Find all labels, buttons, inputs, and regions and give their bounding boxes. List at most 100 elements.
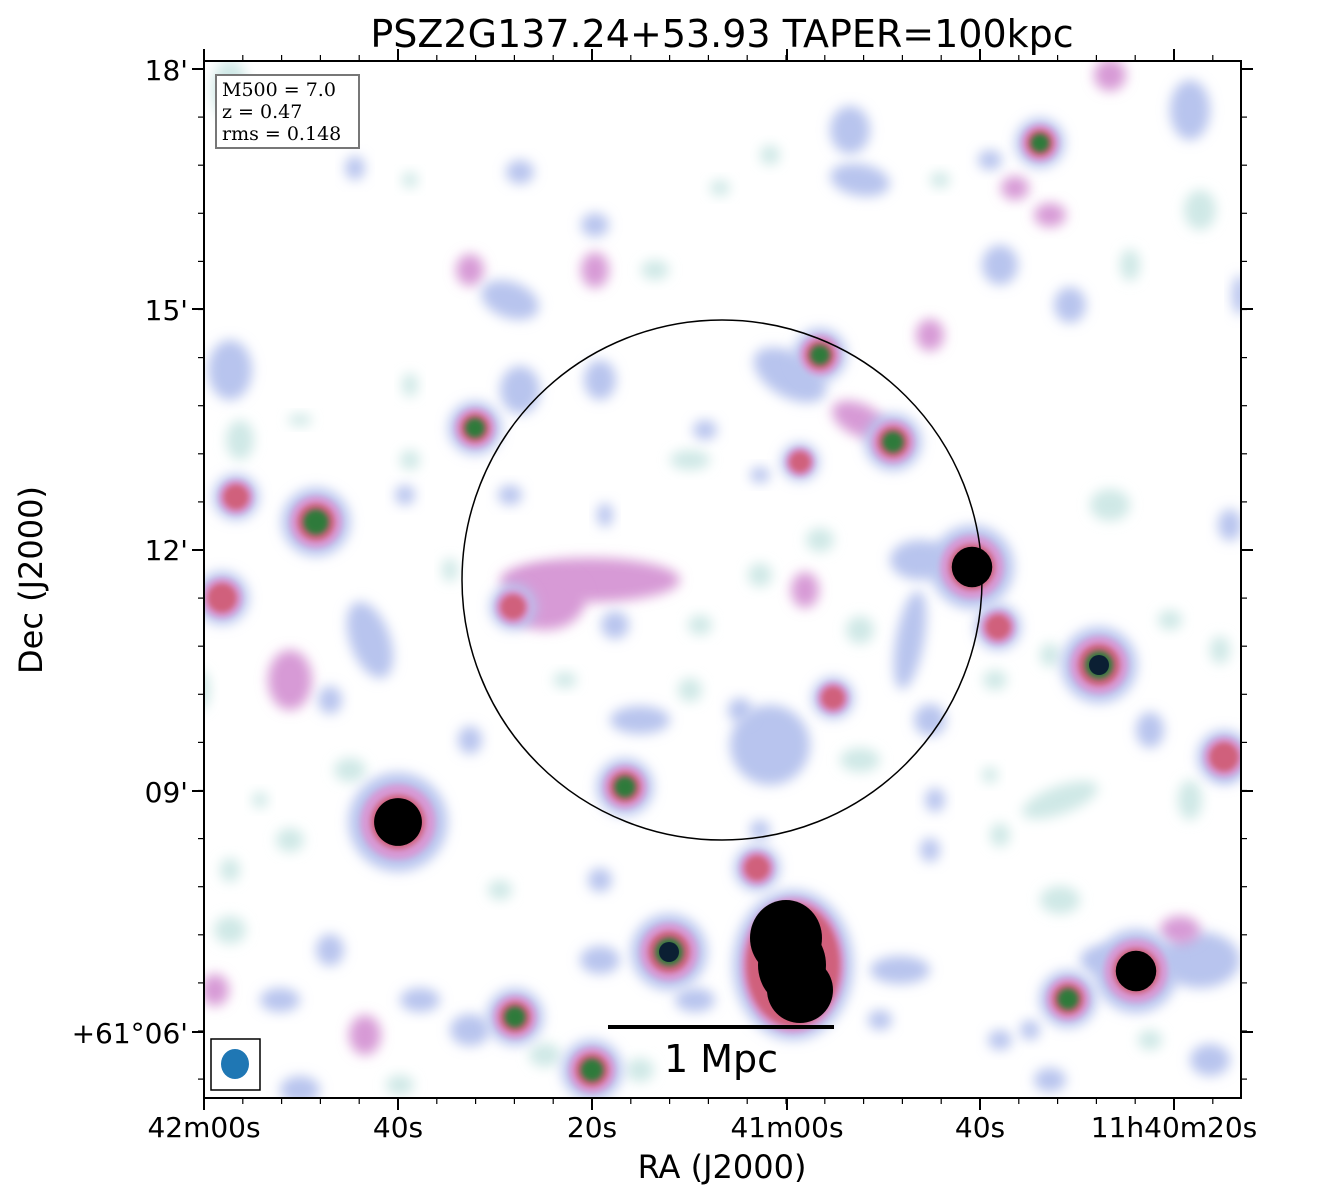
plot-title: PSZ2G137.24+53.93 TAPER=100kpc (370, 12, 1073, 56)
emission-blob (882, 431, 904, 453)
emission-blob (789, 451, 811, 473)
emission-blob (303, 509, 329, 535)
emission-blob (830, 106, 870, 154)
emission-map (204, 61, 1241, 1098)
emission-blob (678, 678, 702, 702)
emission-blob (1210, 636, 1230, 664)
emission-blob (758, 925, 826, 1005)
emission-blob (1094, 61, 1126, 91)
emission-blob (988, 1030, 1012, 1050)
emission-blob (1184, 190, 1216, 230)
emission-blob (846, 616, 874, 644)
emission-blob (481, 280, 539, 320)
emission-blob (458, 726, 482, 754)
emission-blob (529, 1043, 561, 1067)
emission-blob (710, 180, 730, 196)
x-tick-labels: 42m00s 40s 20s 41m00s 40s 11h40m20s (147, 1111, 1257, 1144)
emission-blob (614, 776, 636, 798)
emission-blob (744, 855, 770, 881)
emission-blob (584, 360, 616, 400)
emission-blob (821, 686, 845, 710)
emission-blob (288, 414, 312, 426)
emission-blob (208, 340, 252, 400)
emission-blob (626, 1058, 654, 1082)
emission-blob (504, 1006, 526, 1028)
y-tick-labels: 18' 15' 12' 09' +61°06' (72, 54, 188, 1050)
emission-blob (1001, 176, 1029, 200)
x-tick-label: 41m00s (730, 1111, 843, 1144)
emission-blob (334, 758, 366, 782)
emission-blob (840, 748, 880, 772)
emission-blob (1190, 1044, 1230, 1076)
emission-blob (914, 704, 946, 736)
scale-bar-label: 1 Mpc (664, 1037, 778, 1081)
emission-blob (688, 615, 712, 635)
emission-blob (990, 823, 1010, 847)
emission-blob (450, 1014, 490, 1046)
emission-blob (1209, 742, 1239, 772)
y-tick-label: 15' (145, 294, 188, 327)
emission-blob (810, 345, 830, 365)
info-mass: M500 = 7.0 (222, 79, 336, 101)
emission-blob (916, 319, 944, 351)
emission-blob (402, 373, 418, 397)
emission-blob (214, 916, 246, 944)
emission-blob (1160, 932, 1240, 988)
emission-blob (978, 150, 1002, 170)
x-axis-label: RA (J2000) (638, 1148, 807, 1186)
emission-blob (488, 880, 512, 900)
emission-blob (260, 988, 300, 1012)
emission-blob (1160, 916, 1200, 944)
image-area (204, 61, 1241, 1098)
x-tick-label: 40s (373, 1111, 423, 1144)
y-axis-label: Dec (J2000) (12, 486, 50, 674)
emission-blob (226, 420, 254, 460)
info-box: M500 = 7.0 z = 0.47 rms = 0.148 (215, 74, 360, 149)
emission-blob (750, 467, 770, 483)
emission-blob (982, 767, 998, 783)
emission-blob (402, 172, 418, 188)
emission-blob (395, 485, 415, 505)
emission-blob (597, 503, 613, 527)
emission-blob (553, 672, 577, 688)
emission-blob (893, 590, 927, 690)
emission-blob (693, 420, 717, 440)
emission-blob (500, 366, 540, 414)
emission-blob (252, 792, 268, 808)
emission-blob (1022, 781, 1098, 819)
emission-blob (806, 528, 834, 552)
emission-blob (1232, 275, 1241, 315)
emission-blob (280, 1076, 320, 1098)
emission-blob (498, 485, 522, 505)
emission-blob (1138, 1030, 1162, 1050)
y-tick-label: 18' (145, 54, 188, 87)
emission-blob (1040, 643, 1060, 667)
emission-blob (1115, 950, 1157, 992)
emission-blob (791, 572, 819, 608)
emission-blob (204, 974, 229, 1006)
emission-blob (581, 252, 609, 288)
emission-blob (220, 858, 240, 882)
emission-blob (349, 1015, 381, 1055)
emission-blob (1218, 509, 1241, 541)
emission-blob (1170, 80, 1210, 140)
emission-blob (268, 650, 312, 710)
plot-frame (203, 60, 1242, 1099)
emission-blob (400, 450, 420, 470)
beam-ellipse (221, 1049, 249, 1079)
emission-blob (442, 558, 458, 582)
emission-blob (1020, 1020, 1040, 1040)
emission-blob (728, 698, 752, 722)
emission-blob (982, 245, 1018, 285)
emission-blob (1089, 655, 1109, 675)
emission-blob (1057, 988, 1079, 1010)
emission-blob (675, 988, 715, 1012)
emission-blob (204, 671, 210, 709)
emission-blob (456, 254, 484, 286)
emission-blob (920, 838, 940, 862)
emission-blob (659, 942, 679, 962)
y-tick-label: 12' (145, 534, 188, 567)
emission-blob (750, 820, 770, 840)
emission-blob (830, 163, 890, 197)
emission-blob (930, 172, 950, 188)
